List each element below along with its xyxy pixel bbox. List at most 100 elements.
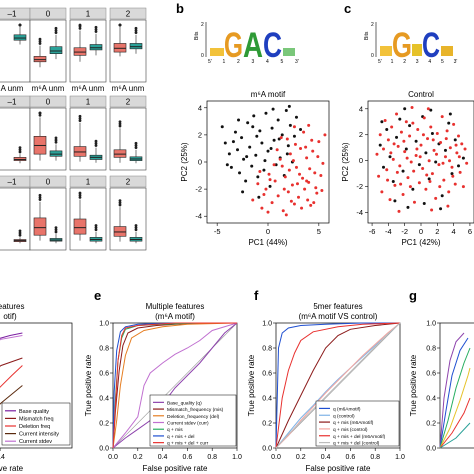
- box-outlier: [38, 196, 42, 199]
- panel-letter-e: e: [94, 288, 101, 303]
- facet-header-label: 2: [126, 98, 131, 107]
- scatter-point: [443, 148, 447, 152]
- x-tick-label: -2: [401, 227, 408, 236]
- plot-frame: [275, 322, 401, 449]
- scatter-point: [286, 144, 290, 148]
- scatter-point: [308, 167, 312, 171]
- logo-c-small-letters-mid: [412, 44, 422, 56]
- box-outlier: [78, 26, 82, 30]
- scatter-point: [399, 182, 403, 186]
- scatter-point: [404, 120, 408, 124]
- legend-label: q (m6Amotif): [333, 406, 361, 412]
- x-axis-label: ive rate: [0, 464, 24, 473]
- scatter-point: [287, 168, 291, 172]
- scatter-point: [270, 201, 274, 205]
- scatter-point: [426, 137, 430, 141]
- box-outlier: [94, 226, 98, 230]
- roc-plot-d: featuresotif) 0.4 ive rate Base qualityMism…: [0, 302, 73, 473]
- scatter-point: [288, 123, 292, 127]
- facet-header: [69, 175, 107, 188]
- scatter-point: [268, 178, 272, 182]
- scatter-point: [280, 164, 284, 168]
- y-tick-label: 0.0: [99, 446, 109, 453]
- scatter-point: [223, 141, 227, 145]
- x-tick-label: 6: [468, 227, 472, 236]
- facet-panel: [0, 19, 31, 83]
- scatter-point: [445, 129, 449, 133]
- facet-header: [69, 95, 107, 108]
- facet-header: [109, 95, 147, 108]
- logo-b-letter-a: A: [243, 26, 263, 65]
- logo-tick-label: 1: [391, 59, 394, 65]
- logo-b-small-letters: [210, 48, 224, 56]
- logo-tick-label: 2: [237, 59, 240, 65]
- scatter-point: [262, 168, 266, 172]
- box: [73, 218, 87, 235]
- y-tick-label: 0.8: [426, 346, 436, 353]
- scatter-point: [403, 107, 407, 111]
- y-axis-label: True positive rate: [409, 354, 418, 416]
- scatter-point: [294, 115, 298, 119]
- facet-xlabel: A unm: [1, 84, 24, 93]
- logo-tick-label: 5': [208, 59, 212, 65]
- y-tick-label: -2: [195, 185, 202, 194]
- facet-header-label: 1: [86, 178, 91, 187]
- scatter-point: [290, 183, 294, 187]
- scatter-point: [282, 187, 286, 191]
- scatter-point: [430, 131, 434, 135]
- box-outlier: [78, 119, 82, 123]
- roc-plot-e: Multiple features(m⁶A motif) 0.0 0.2 0.4 0.6…: [84, 302, 242, 473]
- roc-curve: [275, 322, 401, 449]
- legend-label: q + mis + del + curr: [167, 441, 209, 447]
- y-tick-label: -2: [356, 182, 363, 191]
- box-outlier: [134, 146, 138, 150]
- y-tick-label: 0.0: [262, 446, 272, 453]
- panel-letter-c: c: [344, 1, 351, 16]
- scatter-point: [304, 145, 308, 149]
- scatter-point: [284, 213, 288, 217]
- box-outlier: [54, 228, 58, 232]
- logo-tick-label: 4: [428, 59, 431, 65]
- panel-letter-g: g: [409, 288, 417, 303]
- scatter-point: [270, 126, 274, 130]
- logo-tick-label: 5: [281, 59, 284, 65]
- legend-label: Mismatch freq: [19, 416, 54, 422]
- scatter-point: [231, 140, 235, 144]
- plot-title: Control: [408, 90, 434, 99]
- legend-label: q + mis: [167, 427, 183, 433]
- box: [13, 34, 27, 41]
- x-tick-label: 0.0: [108, 454, 118, 461]
- box-outlier: [118, 203, 122, 207]
- scatter-point: [251, 198, 255, 202]
- facet-header: [29, 175, 67, 188]
- box-outlier: [118, 23, 122, 27]
- scatter-point: [276, 194, 280, 198]
- box: [33, 217, 47, 236]
- scatter-point: [457, 164, 461, 168]
- y-tick-label: -4: [356, 208, 363, 217]
- scatter-point: [405, 156, 409, 160]
- roc-curve: [439, 337, 469, 449]
- scatter-point: [408, 124, 412, 128]
- scatter-point: [438, 185, 442, 189]
- scatter-point: [453, 182, 457, 186]
- scatter-point: [262, 193, 266, 197]
- logo-c-letter-c: C: [422, 26, 440, 65]
- y-tick-label: 0.0: [426, 446, 436, 453]
- scatter-point: [431, 138, 435, 142]
- box: [33, 56, 47, 63]
- roc-plot-f: 5mer features(m⁶A motif VS control)0.0 0.…: [247, 302, 405, 473]
- scatter-point: [444, 137, 448, 141]
- scatter-point: [396, 144, 400, 148]
- scatter-point: [292, 134, 296, 138]
- box-outlier: [54, 136, 58, 140]
- box-outlier: [78, 193, 82, 197]
- scatter-point: [378, 133, 382, 137]
- box: [113, 43, 127, 53]
- scatter-point: [280, 133, 284, 137]
- scatter-point: [401, 169, 405, 173]
- box-outlier: [118, 201, 122, 205]
- x-axis-label: PC1 (44%): [248, 238, 287, 247]
- scatter-point: [429, 108, 433, 112]
- logo-tick-label: 3: [252, 59, 255, 65]
